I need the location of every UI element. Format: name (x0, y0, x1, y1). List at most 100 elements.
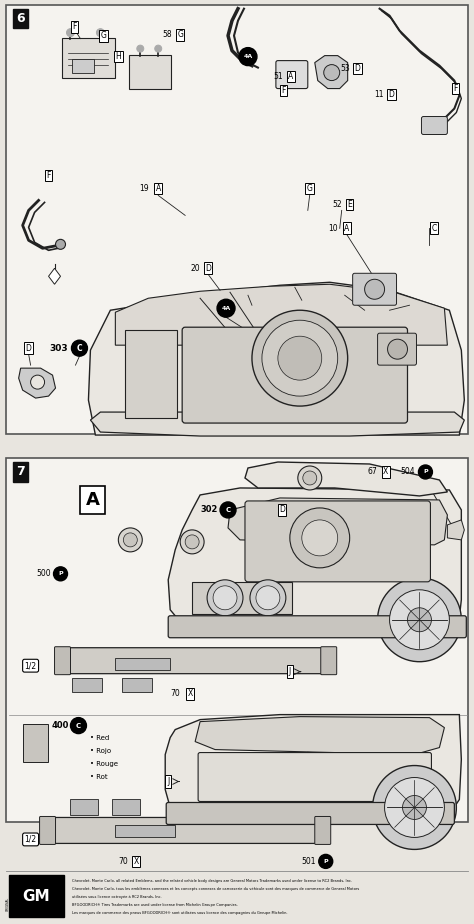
Text: 302: 302 (201, 505, 218, 515)
Polygon shape (18, 368, 55, 398)
Bar (192, 582, 292, 614)
Text: 504: 504 (401, 468, 416, 477)
FancyBboxPatch shape (40, 817, 55, 845)
Text: Chevrolet, Monte Carlo, tous les emblèmes connexes et les concepts connexes de c: Chevrolet, Monte Carlo, tous les emblème… (73, 887, 360, 892)
Circle shape (71, 718, 86, 734)
Circle shape (55, 239, 65, 249)
Circle shape (390, 590, 449, 650)
FancyBboxPatch shape (245, 501, 430, 582)
Circle shape (384, 777, 445, 837)
FancyBboxPatch shape (129, 55, 171, 89)
Circle shape (54, 566, 67, 581)
Polygon shape (89, 282, 465, 435)
Text: 19: 19 (140, 184, 149, 193)
Text: P: P (323, 859, 328, 864)
Text: G: G (307, 184, 313, 193)
Text: 400: 400 (51, 721, 69, 730)
Circle shape (402, 796, 427, 820)
Circle shape (252, 310, 347, 406)
FancyBboxPatch shape (62, 38, 115, 78)
FancyBboxPatch shape (353, 274, 397, 305)
Polygon shape (245, 462, 447, 496)
Circle shape (365, 279, 384, 299)
Circle shape (217, 299, 235, 317)
Text: G: G (177, 30, 183, 39)
Polygon shape (91, 412, 465, 436)
FancyBboxPatch shape (55, 647, 71, 675)
Text: J: J (167, 777, 169, 786)
FancyBboxPatch shape (378, 334, 417, 365)
Circle shape (180, 529, 204, 553)
Circle shape (373, 766, 456, 849)
Bar (9, 875, 64, 918)
Text: C: C (226, 507, 230, 513)
Text: 51: 51 (273, 72, 283, 81)
Text: 4A: 4A (243, 55, 253, 59)
Circle shape (155, 45, 162, 52)
Circle shape (31, 375, 45, 389)
Text: F: F (46, 171, 51, 180)
Text: 1/2: 1/2 (25, 662, 36, 670)
Circle shape (118, 528, 142, 552)
Text: C: C (432, 224, 437, 233)
Circle shape (137, 45, 144, 52)
Bar (73, 58, 94, 73)
Text: G: G (100, 31, 106, 40)
Circle shape (262, 321, 337, 396)
Circle shape (72, 340, 87, 356)
Text: 1/2: 1/2 (25, 835, 36, 844)
Polygon shape (447, 520, 465, 540)
Text: A: A (288, 72, 293, 81)
Text: 67: 67 (368, 468, 378, 477)
Text: F: F (453, 84, 457, 93)
Text: 7: 7 (16, 466, 25, 479)
Bar (0, 871, 474, 923)
Bar (122, 677, 152, 692)
Circle shape (408, 608, 431, 632)
Bar (112, 799, 140, 816)
Circle shape (319, 855, 333, 869)
Circle shape (298, 466, 322, 490)
Circle shape (419, 465, 432, 479)
Bar (6, 5, 468, 434)
Text: P: P (423, 469, 428, 475)
Text: A: A (85, 491, 100, 509)
Text: P: P (58, 571, 63, 577)
Text: 70: 70 (118, 857, 128, 866)
Text: E: E (347, 200, 352, 209)
FancyBboxPatch shape (61, 648, 332, 674)
Circle shape (388, 339, 408, 359)
Text: GM: GM (22, 889, 49, 904)
Text: D: D (355, 64, 361, 73)
Bar (73, 677, 102, 692)
Text: F: F (73, 22, 77, 31)
Text: H: H (116, 52, 121, 61)
Circle shape (213, 586, 237, 610)
Text: D: D (389, 90, 394, 99)
Text: D: D (279, 505, 285, 515)
FancyBboxPatch shape (46, 818, 325, 844)
Text: X: X (188, 689, 193, 699)
Circle shape (378, 578, 461, 662)
Text: A: A (155, 184, 161, 193)
Circle shape (239, 48, 257, 66)
Circle shape (123, 533, 137, 547)
Circle shape (290, 508, 350, 568)
Text: X: X (134, 857, 139, 866)
Text: 501: 501 (301, 857, 316, 866)
Text: 20: 20 (191, 263, 200, 273)
Bar (125, 330, 177, 418)
Bar (6, 458, 468, 822)
Text: • Rouge: • Rouge (91, 760, 118, 767)
Text: Chevrolet, Monte Carlo, all related Emblems, and the related vehicle body design: Chevrolet, Monte Carlo, all related Embl… (73, 880, 353, 883)
Bar (23, 723, 47, 761)
FancyBboxPatch shape (276, 61, 308, 89)
Text: 4A: 4A (221, 306, 231, 310)
Text: • Rojo: • Rojo (91, 748, 111, 754)
Text: J: J (289, 667, 291, 676)
Bar (71, 799, 99, 816)
Text: 53: 53 (340, 64, 350, 73)
Text: C: C (76, 723, 81, 729)
Polygon shape (115, 285, 447, 346)
Text: 10: 10 (328, 224, 337, 233)
